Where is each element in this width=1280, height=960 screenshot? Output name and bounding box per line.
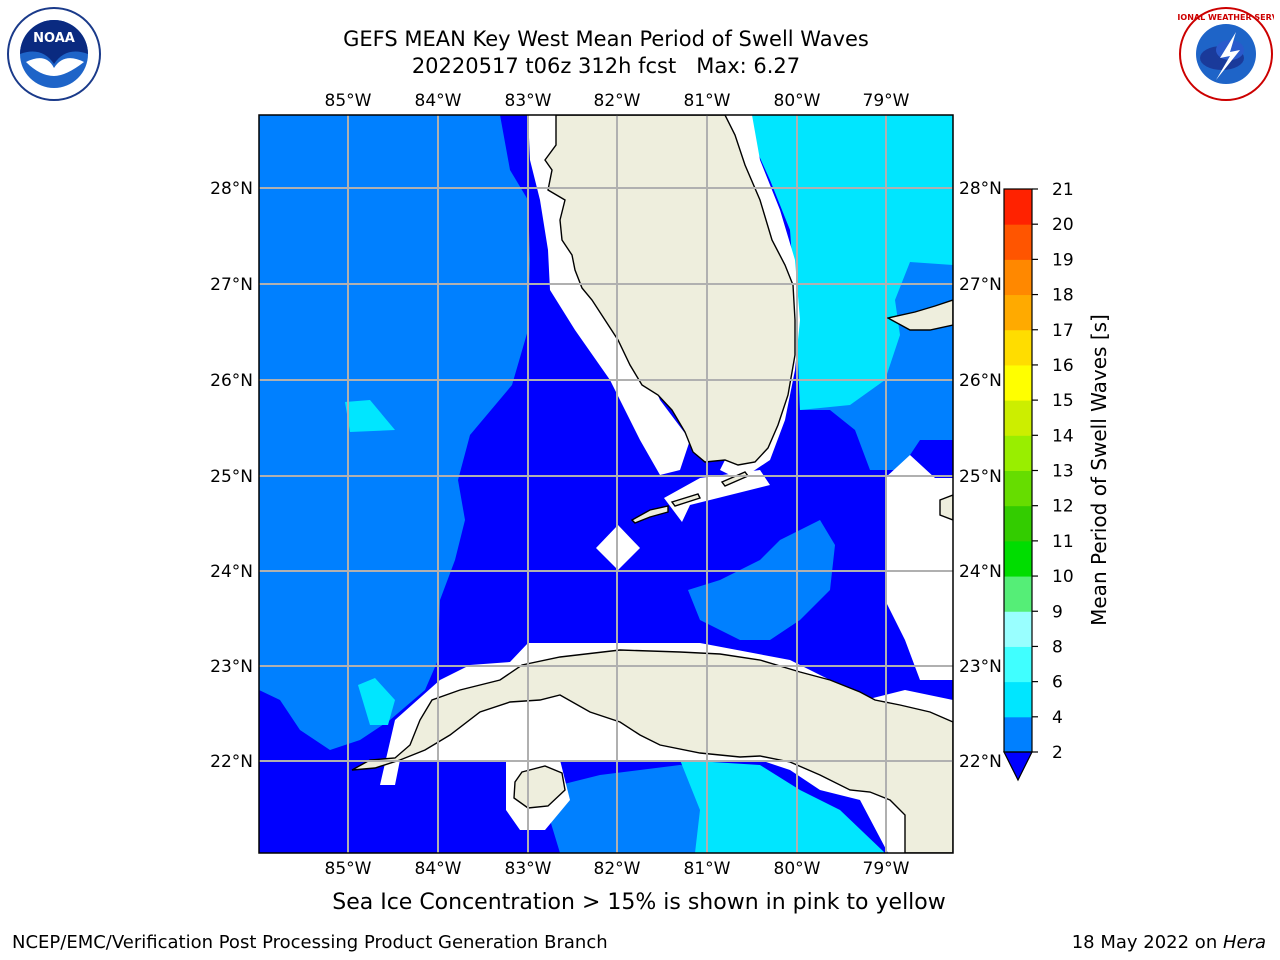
lat-label-right: 28°N [959, 179, 1002, 199]
lon-label-bottom: 82°W [594, 859, 641, 879]
no-data-keys [664, 470, 770, 522]
run-date-text: 18 May 2022 on [1071, 932, 1223, 953]
lon-label-top: 79°W [863, 91, 910, 111]
colorbar-tick-label: 4 [1052, 708, 1063, 728]
lon-label-top: 83°W [505, 91, 552, 111]
graticule [259, 115, 953, 853]
nws-logo-icon: NATIONAL WEATHER SERVICE [1178, 7, 1274, 101]
colorbar-tick-label: 10 [1052, 567, 1074, 587]
colorbar-segment [1004, 294, 1032, 331]
colorbar-segment [1004, 540, 1032, 577]
colorbar-segment [1004, 259, 1032, 296]
svg-text:NOAA: NOAA [33, 31, 75, 46]
colorbar-tick-label: 21 [1052, 180, 1074, 200]
lat-label-left: 27°N [210, 275, 253, 295]
colorbar-tick-label: 14 [1052, 426, 1074, 446]
lat-label-left: 28°N [210, 179, 253, 199]
colorbar-tick-label: 6 [1052, 673, 1063, 693]
map-frame [258, 114, 954, 854]
colorbar-segment [1004, 470, 1032, 507]
lon-label-bottom: 85°W [325, 859, 372, 879]
colorbar-segment [1004, 364, 1032, 401]
colorbar-segment [1004, 681, 1032, 718]
lat-label-right: 25°N [959, 467, 1002, 487]
colorbar-tick-label: 2 [1052, 743, 1063, 763]
colorbar-segment [1004, 400, 1032, 436]
colorbar-segment [1004, 329, 1032, 366]
run-date: 18 May 2022 on Hera [1072, 932, 1266, 953]
colorbar-segment [1004, 435, 1032, 471]
plot-subtitle: 20220517 t06z 312h fcst Max: 6.27 [411, 54, 801, 78]
colorbar-label: Mean Period of Swell Waves [s] [1087, 314, 1111, 626]
period-band-6-8-southeast [680, 760, 885, 853]
colorbar-tick-label: 9 [1052, 602, 1063, 622]
sea-ice-note: Sea Ice Concentration > 15% is shown in … [332, 890, 946, 915]
lat-label-right: 27°N [959, 275, 1002, 295]
colorbar-tick-label: 20 [1052, 215, 1074, 235]
colorbar-tick-label: 18 [1052, 286, 1074, 306]
lon-label-bottom: 81°W [684, 859, 731, 879]
lat-label-right: 22°N [959, 752, 1002, 772]
lon-label-bottom: 79°W [863, 859, 910, 879]
lat-label-right: 23°N [959, 657, 1002, 677]
lon-label-bottom: 83°W [505, 859, 552, 879]
colorbar-segment [1004, 224, 1032, 260]
svg-text:NATIONAL WEATHER SERVICE: NATIONAL WEATHER SERVICE [1178, 13, 1274, 22]
lat-label-left: 26°N [210, 371, 253, 391]
colorbar-extend-min [1003, 751, 1033, 782]
lon-label-top: 82°W [594, 91, 641, 111]
land-cuba [351, 649, 953, 853]
lon-label-bottom: 80°W [774, 859, 821, 879]
colorbar-ticks: 2 4 6 8 9 10 11 12 13 14 15 16 17 18 19 20 21 [1032, 180, 1074, 763]
lon-label-top: 81°W [684, 91, 731, 111]
lon-label-top: 80°W [774, 91, 821, 111]
map-field [259, 115, 953, 853]
colorbar-segment [1004, 189, 1032, 225]
period-band-4-6-keys [688, 520, 835, 640]
colorbar-tick-label: 11 [1052, 532, 1074, 552]
plot-title: GEFS MEAN Key West Mean Period of Swell … [343, 27, 869, 51]
land-isla-juventud [513, 765, 566, 809]
colorbar-tick-label: 8 [1052, 637, 1063, 657]
lon-label-top: 84°W [415, 91, 462, 111]
land-florida [544, 115, 796, 466]
lon-label-top: 85°W [325, 91, 372, 111]
colorbar-segment [1004, 611, 1032, 647]
colorbar-tick-label: 17 [1052, 321, 1074, 341]
colorbar-segment [1004, 576, 1032, 612]
colorbar-segment [1004, 505, 1032, 542]
credit-line: NCEP/EMC/Verification Post Processing Pr… [12, 932, 608, 953]
lat-label-left: 25°N [210, 467, 253, 487]
colorbar-segment [1004, 646, 1032, 683]
colorbar [1003, 188, 1033, 782]
colorbar-tick-label: 13 [1052, 462, 1074, 482]
period-band-6-8-patch-1 [345, 400, 395, 432]
colorbar-tick-label: 12 [1052, 497, 1074, 517]
lat-label-right: 26°N [959, 371, 1002, 391]
lat-label-right: 24°N [959, 562, 1002, 582]
host-name: Hera [1222, 932, 1266, 953]
period-band-6-8-patch-2 [358, 678, 395, 725]
lat-label-left: 22°N [210, 752, 253, 772]
colorbar-tick-label: 15 [1052, 391, 1074, 411]
lon-label-bottom: 84°W [415, 859, 462, 879]
no-data-bahamas [885, 455, 953, 680]
colorbar-segment [1004, 716, 1032, 753]
land-bahamas [886, 299, 953, 521]
colorbar-tick-label: 19 [1052, 250, 1074, 270]
colorbar-tick-label: 16 [1052, 356, 1074, 376]
lat-label-left: 23°N [210, 657, 253, 677]
period-band-4-6-gulf [259, 115, 530, 750]
lat-label-left: 24°N [210, 562, 253, 582]
noaa-logo-icon: NOAA [7, 7, 101, 101]
